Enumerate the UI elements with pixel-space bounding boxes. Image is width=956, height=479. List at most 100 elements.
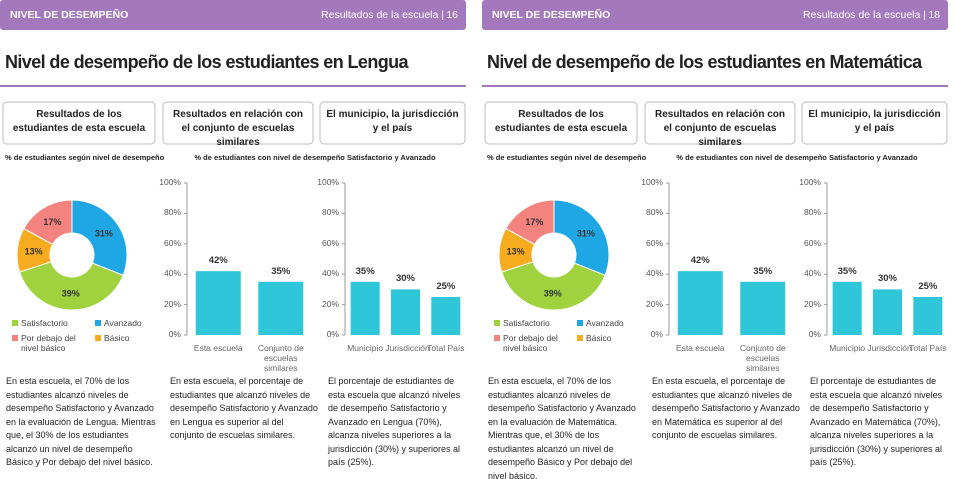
donut-segment <box>19 261 124 311</box>
x-tick-label: Jurisdicción <box>385 343 430 353</box>
data-label: 35% <box>753 265 773 277</box>
legend-swatch <box>12 335 18 341</box>
bar <box>350 281 380 335</box>
header-bar <box>0 0 466 30</box>
legend-label: Avanzado <box>104 318 142 328</box>
page-title: Nivel de desempeño de los estudiantes en… <box>5 52 409 72</box>
y-tick-label: 40% <box>163 268 181 279</box>
body-text: El porcentaje de estudiantes de esta esc… <box>328 376 461 467</box>
legend-swatch <box>494 335 500 341</box>
x-tick-label: Municipio <box>347 343 384 353</box>
section-box <box>801 101 948 145</box>
header-right: Resultados de la escuela | <box>803 9 926 21</box>
y-tick-label: 20% <box>803 298 821 309</box>
body-text: En esta escuela, el porcentaje de estudi… <box>170 376 318 440</box>
x-tick-label: Esta escuela <box>675 343 725 353</box>
section-box <box>484 101 638 145</box>
page-title: Nivel de desempeño de los estudiantes en… <box>487 52 922 72</box>
y-tick-label: 0% <box>808 329 821 339</box>
data-label: 31% <box>577 228 595 238</box>
legend-swatch <box>577 335 583 341</box>
data-label: 42% <box>690 255 710 267</box>
page-graphics: 31% 39% 13% 17% <box>0 0 466 341</box>
bar <box>390 289 421 335</box>
section-box-label: Resultados en relación con el conjunto d… <box>654 109 786 148</box>
x-tick-label: Municipio <box>829 343 866 353</box>
body-text: En esta escuela, el 70% de los estudiant… <box>6 376 156 467</box>
header-right: Resultados de la escuela | <box>321 9 444 21</box>
page: 31% 39% 13% 17% NIVEL DE DESEMPEÑO Resultados… <box>482 0 948 479</box>
y-tick-label: 100% <box>159 177 181 187</box>
data-label: 30% <box>877 273 897 285</box>
page: 31% 39% 13% 17% NIVEL DE DESEMPEÑO Resultados… <box>0 0 466 479</box>
x-tick-label: Conjunto de escuelas similares <box>257 343 304 373</box>
y-tick-label: 80% <box>803 207 821 218</box>
y-tick-label: 100% <box>641 177 663 187</box>
page-number: 18 <box>928 9 940 21</box>
x-tick-label: Total País <box>909 343 947 353</box>
legend-label: Satisfactorio <box>21 318 68 328</box>
section-box-label: El municipio, la jurisdicción y el país <box>326 109 459 134</box>
pie-caption: % de estudiantes según nivel de desempeñ… <box>5 153 165 162</box>
legend-label: Básico <box>104 333 130 343</box>
y-tick-label: 100% <box>799 177 821 187</box>
legend-swatch <box>494 320 500 326</box>
data-label: 17% <box>43 217 61 227</box>
y-tick-label: 0% <box>168 329 181 339</box>
y-tick-label: 40% <box>803 268 821 279</box>
data-label: 39% <box>544 288 562 298</box>
section-box-label: Resultados de los estudiantes de esta es… <box>12 109 146 134</box>
legend-label: Por debajo del nivel básico <box>21 333 76 353</box>
y-tick-label: 0% <box>650 329 663 339</box>
data-label: 39% <box>62 288 80 298</box>
legend-swatch <box>12 320 18 326</box>
data-label: 42% <box>208 255 228 267</box>
y-tick-label: 60% <box>645 237 663 248</box>
data-label: 25% <box>918 281 938 292</box>
donut-segment <box>553 199 610 276</box>
y-tick-label: 40% <box>645 268 663 279</box>
body-text: El porcentaje de estudiantes de esta esc… <box>810 376 943 467</box>
bar <box>832 281 862 335</box>
section-box <box>2 101 156 145</box>
section-box-label: Resultados de los estudiantes de esta es… <box>494 109 628 134</box>
donut-segment <box>501 261 606 311</box>
legend-swatch <box>95 335 101 341</box>
header-section: NIVEL DE DESEMPEÑO <box>10 9 129 21</box>
y-tick-label: 60% <box>163 237 181 248</box>
x-tick-label: Conjunto de escuelas similares <box>739 343 786 373</box>
bar <box>195 271 241 335</box>
y-tick-label: 40% <box>321 268 339 279</box>
data-label: 25% <box>436 281 456 292</box>
legend-swatch <box>577 320 583 326</box>
data-label: 13% <box>25 246 43 256</box>
y-tick-label: 20% <box>321 298 339 309</box>
section-box <box>644 101 796 145</box>
y-tick-label: 60% <box>321 237 339 248</box>
x-tick-label: Esta escuela <box>193 343 243 353</box>
data-label: 35% <box>355 265 375 277</box>
section-box <box>162 101 314 145</box>
bar <box>872 289 903 335</box>
y-tick-label: 0% <box>326 329 339 339</box>
x-tick-label: Jurisdicción <box>867 343 912 353</box>
legend-label: Por debajo del nivel básico <box>503 333 558 353</box>
page-graphics: 31% 39% 13% 17% <box>482 0 948 341</box>
legend-label: Avanzado <box>586 318 624 328</box>
donut-segment <box>23 199 73 246</box>
data-label: 35% <box>271 265 291 277</box>
section-box <box>319 101 466 145</box>
bar <box>258 281 304 335</box>
body-text: En esta escuela, el 70% de los estudiant… <box>488 376 636 479</box>
y-tick-label: 80% <box>163 207 181 218</box>
data-label: 17% <box>525 217 543 227</box>
donut-segment <box>71 199 128 276</box>
y-tick-label: 60% <box>803 237 821 248</box>
y-tick-label: 80% <box>321 207 339 218</box>
bar <box>740 281 786 335</box>
bar <box>913 297 943 335</box>
data-label: 13% <box>507 246 525 256</box>
bar <box>431 297 461 335</box>
donut-segment <box>505 199 555 246</box>
page-number: 16 <box>446 9 458 21</box>
